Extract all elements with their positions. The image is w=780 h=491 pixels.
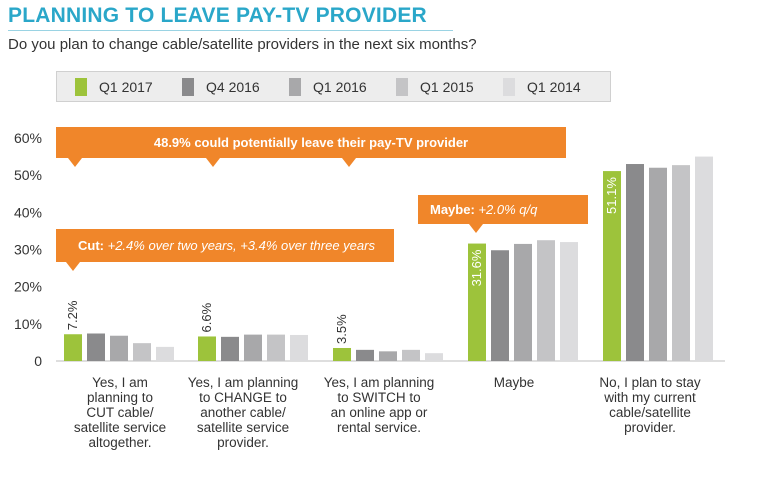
callout-maybe-pointer <box>469 224 483 233</box>
y-tick-label: 40% <box>14 204 42 220</box>
bar <box>133 343 151 361</box>
title-divider <box>8 30 453 31</box>
callout-cut-bold: Cut: <box>78 238 104 253</box>
bar <box>514 243 532 361</box>
callout-cut-pointer <box>66 262 80 271</box>
bar <box>356 349 374 361</box>
bar <box>267 334 285 361</box>
y-tick-label: 50% <box>14 167 42 183</box>
callout-main-pointer-1 <box>68 158 82 167</box>
callout-maybe-text: +2.0% q/q <box>474 202 538 217</box>
legend-swatch <box>503 77 515 96</box>
bar <box>560 242 578 361</box>
legend-label: Q1 2016 <box>313 78 367 95</box>
y-tick-label: 10% <box>14 316 42 332</box>
chart-subtitle: Do you plan to change cable/satellite pr… <box>8 36 477 53</box>
legend-swatch <box>182 77 194 96</box>
data-label: 3.5% <box>334 314 349 344</box>
bar <box>198 336 216 361</box>
bar <box>290 334 308 361</box>
legend: Q1 2017 Q4 2016 Q1 2016 Q1 2015 Q1 2014 <box>56 71 611 102</box>
bar <box>402 349 420 361</box>
bar <box>603 171 621 361</box>
x-tick-label: Yes, I am planning to CUT cable/ satelli… <box>73 375 167 450</box>
legend-label: Q4 2016 <box>206 78 260 95</box>
bar <box>156 346 174 361</box>
x-tick-label: No, I plan to stay with my current cable… <box>599 375 701 435</box>
legend-swatch <box>75 77 87 96</box>
legend-label: Q1 2017 <box>99 78 153 95</box>
callout-maybe-bold: Maybe: <box>430 202 475 217</box>
bar <box>244 334 262 361</box>
bar <box>64 334 82 361</box>
callout-main-pointer-2 <box>206 158 220 167</box>
callout-main-pointer-3 <box>342 158 356 167</box>
data-label: 7.2% <box>65 300 80 330</box>
legend-item: Q1 2015 <box>396 77 503 96</box>
legend-item: Q1 2017 <box>75 77 182 96</box>
bar <box>695 156 713 361</box>
x-tick-label: Yes, I am planning to CHANGE to another … <box>187 375 299 450</box>
callout-main: 48.9% could potentially leave their pay-… <box>56 127 566 158</box>
legend-item: Q1 2014 <box>503 77 610 96</box>
x-tick-label: Yes, I am planning to SWITCH to an onlin… <box>323 375 435 435</box>
bar <box>491 250 509 361</box>
bar <box>468 243 486 361</box>
bar <box>537 240 555 361</box>
bar <box>425 353 443 361</box>
data-label: 51.1% <box>604 177 619 214</box>
data-label: 6.6% <box>199 302 214 332</box>
bar <box>87 333 105 361</box>
bar <box>221 336 239 361</box>
callout-maybe: Maybe: +2.0% q/q <box>418 195 588 224</box>
legend-item: Q4 2016 <box>182 77 289 96</box>
chart-title: PLANNING TO LEAVE PAY-TV PROVIDER <box>8 4 427 27</box>
bar <box>110 335 128 361</box>
x-tick-label: Maybe <box>493 375 535 390</box>
callout-main-text: 48.9% could potentially leave their pay-… <box>153 135 469 150</box>
y-tick-label: 60% <box>14 130 42 146</box>
legend-swatch <box>289 77 301 96</box>
legend-item: Q1 2016 <box>289 77 396 96</box>
data-label: 31.6% <box>469 249 484 286</box>
y-tick-label: 20% <box>14 279 42 295</box>
legend-swatch <box>396 77 408 96</box>
legend-label: Q1 2015 <box>420 78 474 95</box>
y-tick-label: 0 <box>34 353 42 369</box>
bar <box>379 351 397 361</box>
callout-cut-text: +2.4% over two years, +3.4% over three y… <box>104 238 375 253</box>
y-tick-label: 30% <box>14 242 42 258</box>
bar <box>333 347 351 361</box>
bar <box>672 165 690 361</box>
callout-cut: Cut: +2.4% over two years, +3.4% over th… <box>56 229 394 262</box>
bar <box>649 167 667 361</box>
legend-label: Q1 2014 <box>527 78 581 95</box>
bar <box>626 164 644 361</box>
